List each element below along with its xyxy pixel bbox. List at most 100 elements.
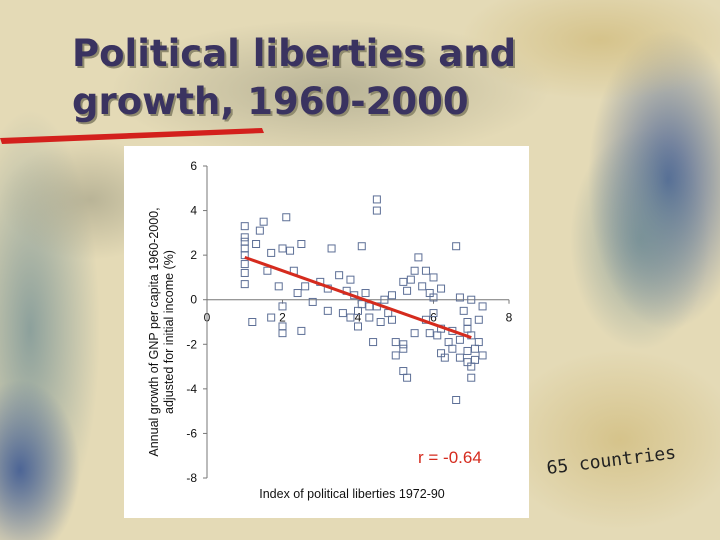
data-point <box>414 253 423 262</box>
data-point <box>240 268 249 277</box>
data-point <box>429 309 438 318</box>
data-point <box>278 244 287 253</box>
data-point <box>463 324 472 333</box>
data-point <box>338 309 347 318</box>
data-point <box>346 313 355 322</box>
data-point <box>399 344 408 353</box>
data-point <box>429 273 438 282</box>
data-point <box>369 338 378 347</box>
y-tick-label: 2 <box>190 248 197 262</box>
data-point <box>418 282 427 291</box>
data-point <box>357 300 366 309</box>
data-point <box>455 293 464 302</box>
scatter-chart: 6 4 2 0 -2 -4 -6 -8 0 2 4 6 8 r = -0.64 Index of po… <box>147 159 513 501</box>
data-point <box>293 289 302 298</box>
data-point <box>410 266 419 275</box>
y-tick-label: 4 <box>190 204 197 218</box>
data-point <box>240 222 249 231</box>
data-point <box>278 329 287 338</box>
data-point <box>380 295 389 304</box>
data-point <box>252 240 261 248</box>
data-point <box>429 293 438 302</box>
data-point <box>471 344 480 353</box>
title-underline <box>0 128 264 144</box>
data-point <box>376 318 385 326</box>
data-point <box>259 217 268 226</box>
data-point <box>406 275 415 284</box>
data-point <box>240 233 249 242</box>
data-point <box>323 306 332 315</box>
data-point <box>448 344 457 353</box>
data-point <box>433 331 442 340</box>
data-point <box>474 315 483 324</box>
y-tick-marks <box>203 165 207 479</box>
data-point <box>327 244 336 253</box>
data-point <box>372 195 381 204</box>
data-point <box>297 326 306 335</box>
data-point <box>267 313 276 322</box>
data-point <box>452 242 461 251</box>
data-point <box>274 282 283 291</box>
data-point <box>452 396 461 404</box>
y-tick-label: 0 <box>190 293 197 307</box>
data-point <box>357 242 366 251</box>
data-point <box>361 289 370 298</box>
x-tick-label: 4 <box>355 311 362 325</box>
y-axis-label-line-2: adjusted for initial income (%) <box>162 250 176 414</box>
x-tick-label: 8 <box>506 311 513 325</box>
data-point <box>301 282 310 291</box>
y-tick-label: -6 <box>186 426 197 440</box>
data-point <box>399 367 408 376</box>
title-line-2: growth, 1960-2000 <box>72 80 469 123</box>
correlation-annotation: r = -0.64 <box>418 448 482 467</box>
data-point <box>240 244 249 253</box>
data-point <box>286 246 295 255</box>
data-point <box>335 271 344 280</box>
data-point <box>308 297 317 306</box>
data-point <box>421 266 430 275</box>
data-point <box>391 338 400 347</box>
data-point <box>365 313 374 322</box>
data-point <box>278 302 287 311</box>
data-point <box>467 295 476 304</box>
data-point <box>403 286 412 295</box>
y-tick-label: 6 <box>190 159 197 173</box>
data-point <box>391 351 400 360</box>
data-point <box>455 353 464 362</box>
data-point <box>297 240 306 248</box>
data-point <box>463 346 472 355</box>
data-point <box>354 322 362 331</box>
data-point <box>425 329 434 338</box>
data-point <box>444 338 453 347</box>
data-point <box>372 206 381 215</box>
data-point <box>387 291 396 300</box>
data-point <box>263 266 272 275</box>
y-tick-labels: 6 4 2 0 -2 -4 -6 -8 <box>186 159 197 485</box>
data-point <box>387 315 396 324</box>
data-point <box>440 353 449 362</box>
data-point <box>474 338 483 347</box>
data-points <box>240 195 487 404</box>
x-tick-label: 6 <box>430 311 437 325</box>
data-point <box>478 302 487 311</box>
title-line-1: Political liberties and <box>72 32 517 75</box>
data-point <box>459 306 468 315</box>
x-tick-label: 2 <box>279 311 286 325</box>
y-tick-label: -8 <box>186 471 197 485</box>
data-point <box>248 318 257 326</box>
data-point <box>255 226 264 235</box>
data-point <box>463 318 472 326</box>
y-axis-label-line-1: Annual growth of GNP per capita 1960-200… <box>147 207 161 456</box>
data-point <box>403 373 412 382</box>
data-point <box>467 373 476 382</box>
data-point <box>471 355 480 364</box>
x-axis-label: Index of political liberties 1972-90 <box>259 487 445 501</box>
slide-title: Political liberties and growth, 1960-200… <box>72 30 516 126</box>
data-point <box>399 340 408 349</box>
data-point <box>282 213 291 222</box>
data-point <box>399 277 408 286</box>
data-point <box>410 329 419 338</box>
data-point <box>437 284 446 293</box>
y-tick-label: -2 <box>186 337 197 351</box>
